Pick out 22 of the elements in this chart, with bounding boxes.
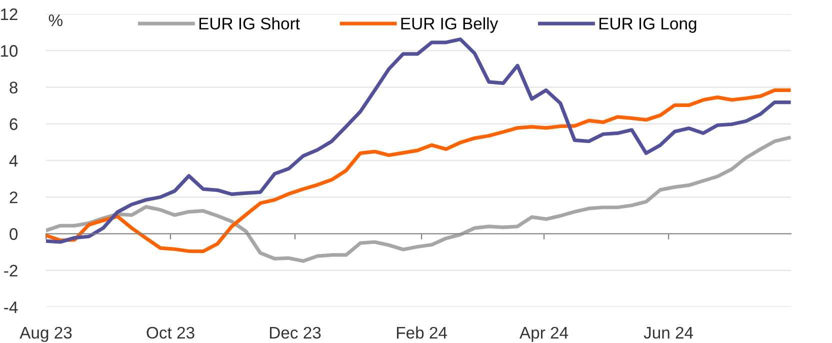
x-tick-label: Dec 23: [270, 326, 321, 339]
legend-label: EUR IG Short: [199, 17, 300, 30]
y-tick-label: 12: [0, 8, 18, 20]
line-series: [46, 37, 791, 244]
x-tick-label: Apr 24: [520, 326, 568, 342]
legend-label: EUR IG Long: [600, 18, 696, 33]
legend-label: EUR IG Belly: [401, 17, 498, 33]
x-tick-label: Aug 23: [20, 326, 72, 342]
line-series: [46, 88, 791, 254]
line-series: [46, 136, 791, 263]
y-tick-label: -4: [4, 302, 18, 314]
y-axis-title: %: [48, 14, 62, 26]
y-tick-label: -2: [4, 264, 18, 276]
y-tick-label: 0: [10, 228, 18, 240]
y-tick-label: 4: [9, 155, 18, 167]
y-tick-label: 10: [0, 45, 18, 57]
x-tick-label: Jun 24: [644, 326, 694, 339]
y-tick-label: 6: [10, 118, 18, 130]
y-tick-label: 8: [10, 82, 18, 94]
x-tick-label: Oct 23: [146, 326, 194, 339]
x-tick-label: Feb 24: [396, 326, 448, 339]
y-tick-label: 2: [10, 192, 18, 204]
